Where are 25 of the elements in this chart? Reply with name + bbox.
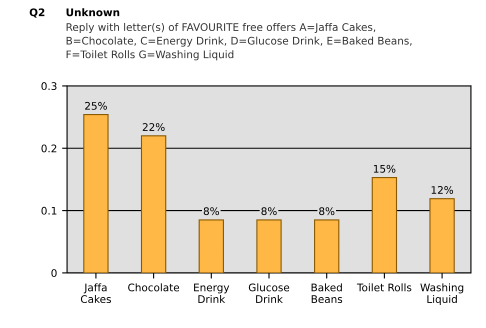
x-tick-label: Glucose Drink — [248, 283, 290, 303]
data-label: 8% — [261, 207, 277, 216]
x-tick-label: Washing Liquid — [420, 283, 464, 306]
data-label: 25% — [85, 102, 107, 110]
x-tick-label: Toilet Rolls — [356, 283, 412, 292]
data-label: 22% — [142, 123, 165, 131]
x-tick-label: Jaffa Cakes — [80, 283, 111, 304]
y-tick-label: 0.2 — [41, 144, 56, 152]
y-tick-label: 0.1 — [41, 206, 56, 215]
y-tick-label: 0.3 — [41, 82, 57, 90]
y-tick-label: 0 — [51, 269, 57, 277]
data-label: 8% — [319, 207, 334, 216]
bar — [198, 219, 224, 273]
text: Q2 — [30, 8, 44, 18]
data-label: 12% — [432, 186, 454, 194]
bar — [314, 219, 340, 273]
bar — [256, 219, 282, 273]
chart-subtitle: Reply with letter(s) of FAVOURITE free offers A=Jaffa Cakes, B=Chocolate, C=Energy Drink, D=Glucose Drink, E=Baked Beans, F=Toilet Rolls G=Washing Liquid — [66, 22, 412, 60]
data-label: 8% — [204, 207, 219, 216]
bar — [83, 114, 109, 273]
chart-title: Unknown — [66, 8, 120, 16]
x-tick-label: Chocolate — [128, 283, 180, 292]
x-tick-label: Baked Beans — [312, 283, 342, 304]
x-tick-label: Energy Drink — [194, 284, 230, 303]
data-label: 15% — [374, 164, 396, 173]
